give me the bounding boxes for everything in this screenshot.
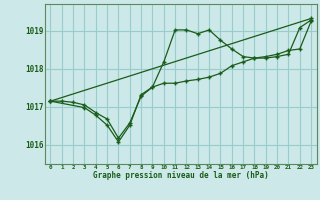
X-axis label: Graphe pression niveau de la mer (hPa): Graphe pression niveau de la mer (hPa) bbox=[93, 171, 269, 180]
